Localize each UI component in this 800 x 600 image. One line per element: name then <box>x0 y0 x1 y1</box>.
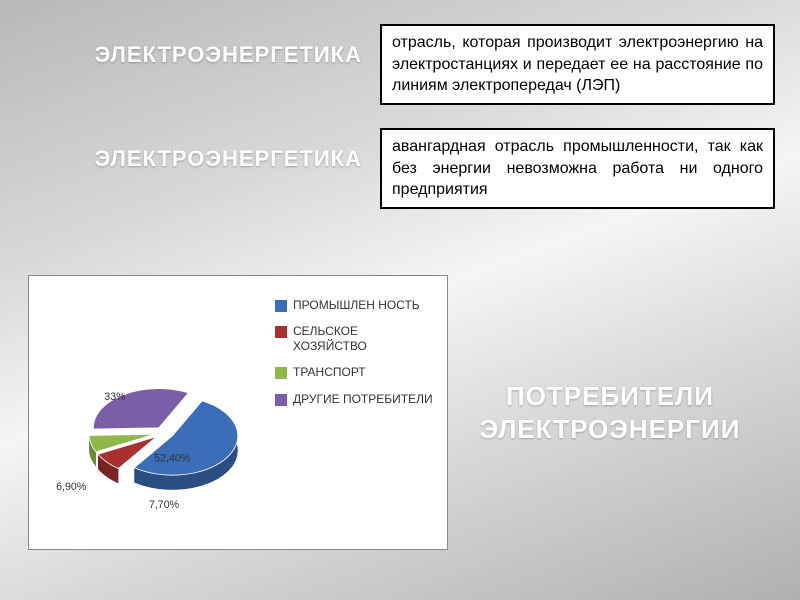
legend-swatch <box>275 326 287 338</box>
pie-chart-container: ПРОМЫШЛЕН НОСТЬ СЕЛЬСКОЕ ХОЗЯЙСТВО ТРАНСПО… <box>28 275 448 550</box>
pie-svg: 52,40% 7,70% 6,90% 33% <box>59 351 269 531</box>
legend-swatch <box>275 394 287 406</box>
definition-row-1: ЭЛЕКТРОЭНЕРГЕТИКА отрасль, которая произ… <box>0 24 800 105</box>
legend-item: СЕЛЬСКОЕ ХОЗЯЙСТВО <box>275 324 435 353</box>
legend-item: ТРАНСПОРТ <box>275 365 435 379</box>
consumers-title: ПОТРЕБИТЕЛИ ЭЛЕКТРОЭНЕРГИИ <box>460 380 760 445</box>
consumers-title-line2: ЭЛЕКТРОЭНЕРГИИ <box>480 414 741 444</box>
pie-slice-label: 52,40% <box>154 452 191 464</box>
heading-1: ЭЛЕКТРОЭНЕРГЕТИКА <box>0 24 380 68</box>
legend-label: ДРУГИЕ ПОТРЕБИТЕЛИ <box>293 392 433 406</box>
definition-box-1: отрасль, которая производит электроэнерг… <box>380 24 775 105</box>
legend-label: ПРОМЫШЛЕН НОСТЬ <box>293 298 420 312</box>
chart-legend: ПРОМЫШЛЕН НОСТЬ СЕЛЬСКОЕ ХОЗЯЙСТВО ТРАНСПО… <box>275 298 435 418</box>
consumers-title-line1: ПОТРЕБИТЕЛИ <box>506 381 714 411</box>
pie-slice-label: 6,90% <box>56 481 87 493</box>
pie-chart: 52,40% 7,70% 6,90% 33% <box>59 351 269 531</box>
legend-swatch <box>275 300 287 312</box>
legend-label: ТРАНСПОРТ <box>293 365 366 379</box>
definition-box-2: авангардная отрасль промышленности, так … <box>380 128 775 209</box>
legend-swatch <box>275 367 287 379</box>
definition-row-2: ЭЛЕКТРОЭНЕРГЕТИКА авангардная отрасль пр… <box>0 128 800 209</box>
pie-slice-label: 7,70% <box>149 499 180 511</box>
heading-2: ЭЛЕКТРОЭНЕРГЕТИКА <box>0 128 380 172</box>
legend-label: СЕЛЬСКОЕ ХОЗЯЙСТВО <box>293 324 435 353</box>
legend-item: ДРУГИЕ ПОТРЕБИТЕЛИ <box>275 392 435 406</box>
pie-slice-label: 33% <box>104 391 126 403</box>
legend-item: ПРОМЫШЛЕН НОСТЬ <box>275 298 435 312</box>
